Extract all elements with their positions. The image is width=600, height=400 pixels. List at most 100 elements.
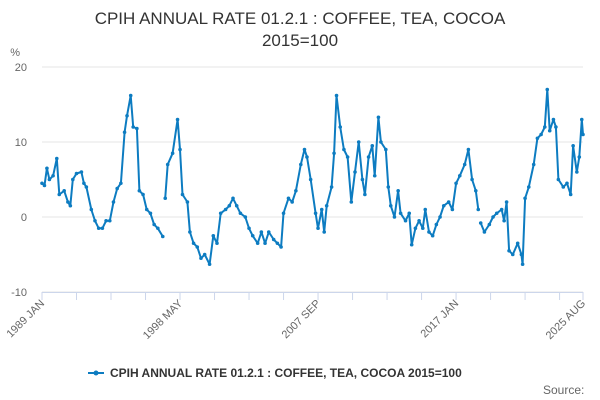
x-tick-label: 2007 SEP (280, 298, 324, 342)
data-point (62, 188, 66, 193)
source-label[interactable]: Source: (543, 383, 584, 397)
data-point (199, 256, 203, 261)
data-point (334, 93, 339, 98)
data-point (571, 143, 575, 148)
data-point (305, 155, 309, 159)
data-point (322, 230, 327, 234)
data-point (290, 200, 294, 204)
data-point (457, 173, 462, 178)
data-point (376, 115, 381, 120)
data-point (68, 203, 73, 208)
data-point (302, 147, 307, 152)
data-point (565, 181, 569, 186)
data-point (271, 237, 276, 242)
data-point (255, 241, 260, 246)
data-point (434, 222, 439, 227)
data-point (104, 218, 108, 223)
data-point (353, 170, 357, 174)
data-point (111, 200, 116, 204)
data-point (568, 192, 573, 197)
data-point (211, 233, 216, 238)
data-point (526, 185, 531, 189)
legend[interactable]: CPIH ANNUAL RATE 01.2.1 : COFFEE, TEA, C… (88, 366, 462, 380)
data-point (388, 203, 393, 208)
data-point (51, 173, 55, 178)
data-point (547, 128, 552, 133)
data-point (324, 203, 329, 208)
data-point (128, 93, 133, 98)
data-point (144, 207, 149, 212)
data-point (338, 125, 343, 129)
x-axis: 1989 JAN 1998 MAY 2007 SEP 2017 JAN 2025 AUG (4, 292, 588, 342)
y-tick-label: 20 (15, 62, 27, 74)
data-point (152, 222, 156, 227)
data-point (207, 262, 212, 267)
data-point (259, 230, 264, 234)
series-line-segment (479, 88, 584, 266)
data-point (466, 147, 471, 152)
data-point (115, 186, 119, 191)
x-tick-label: 2025 AUG (544, 298, 588, 342)
data-point (551, 117, 556, 122)
data-point (54, 156, 59, 161)
data-point (66, 200, 70, 204)
data-point (122, 130, 127, 135)
data-point (319, 207, 324, 212)
data-point (386, 185, 391, 189)
data-point (156, 226, 160, 231)
data-point (345, 155, 350, 159)
data-point (423, 207, 428, 212)
data-point (561, 185, 566, 189)
data-point (427, 230, 431, 234)
data-point (135, 126, 139, 131)
data-point (502, 218, 506, 223)
data-point (316, 226, 320, 231)
data-point (342, 147, 346, 152)
data-point (349, 200, 354, 204)
x-tick-label: 2017 JAN (419, 298, 462, 341)
data-point (487, 222, 492, 227)
data-point (356, 140, 361, 144)
data-point (243, 215, 248, 219)
data-point (531, 162, 536, 167)
data-point (294, 188, 298, 193)
data-point (473, 188, 478, 193)
data-point (313, 211, 318, 216)
data-point (441, 203, 446, 208)
data-point (510, 252, 515, 257)
data-point (223, 207, 228, 212)
data-point (263, 241, 267, 246)
data-point (403, 218, 408, 223)
data-point (195, 245, 200, 249)
data-point (504, 200, 509, 204)
x-tick-label: 1998 MAY (141, 297, 186, 342)
data-point (148, 211, 153, 216)
data-point (398, 211, 403, 216)
data-point (234, 203, 239, 208)
data-point (163, 196, 168, 201)
data-point (281, 211, 286, 216)
data-point (96, 226, 101, 231)
data-point (575, 170, 579, 174)
y-axis: 20 10 0 -10 (11, 62, 27, 299)
data-point (372, 173, 377, 178)
data-point (379, 140, 383, 144)
legend-dot-marker (93, 370, 99, 376)
data-point (417, 218, 421, 223)
data-point (57, 192, 62, 197)
data-point (556, 177, 561, 182)
data-point (165, 162, 170, 167)
data-point (470, 177, 474, 182)
data-point (430, 233, 435, 238)
data-point (535, 136, 540, 141)
chart-title-line-2: 2015=100 (262, 31, 338, 50)
data-point (494, 211, 499, 216)
data-point (107, 218, 112, 223)
series-cpih-coffee-tea-cocoa[interactable] (40, 87, 585, 267)
data-point (47, 177, 52, 182)
data-point (82, 181, 86, 186)
data-point (545, 87, 550, 92)
data-point (89, 207, 94, 212)
data-point (215, 241, 219, 246)
data-point (519, 252, 524, 257)
